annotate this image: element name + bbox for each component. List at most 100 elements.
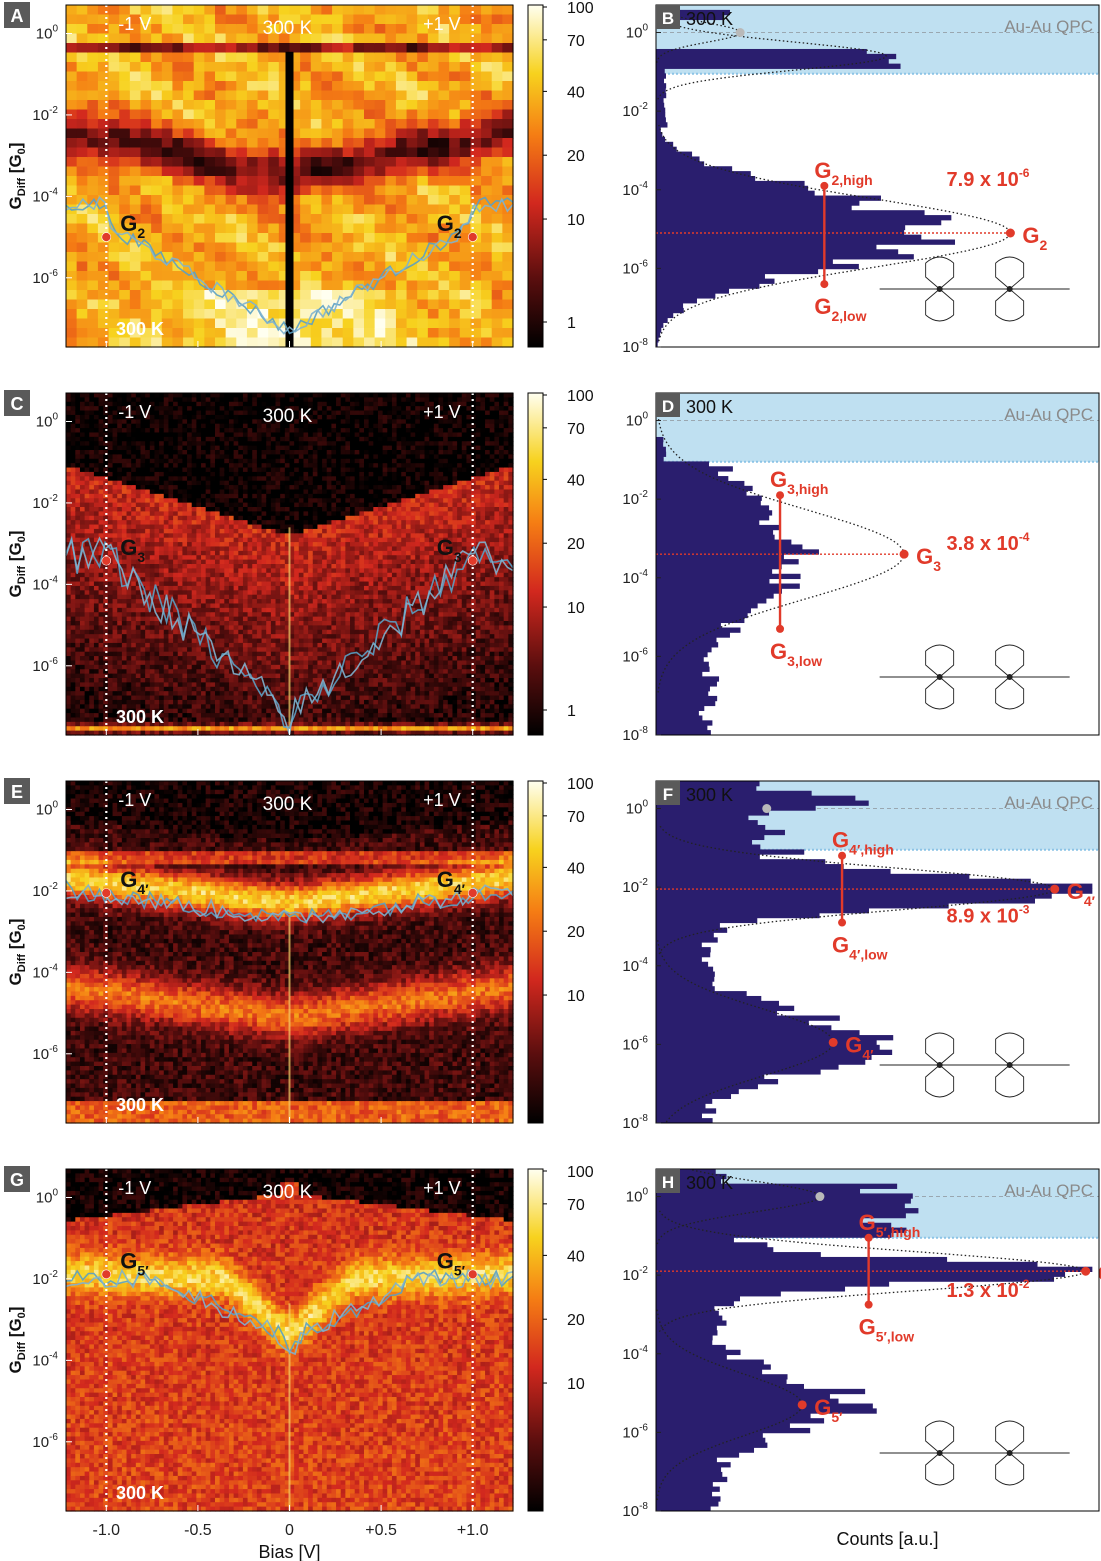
heatmap-cell	[98, 72, 109, 82]
heatmap-cell	[321, 43, 332, 53]
heatmap-cell	[247, 290, 258, 300]
heatmap-cell	[428, 319, 439, 329]
heatmap-cell	[300, 119, 311, 129]
heatmap-cell	[321, 290, 332, 300]
heatmap-cell	[183, 214, 194, 224]
heatmap-cell	[162, 34, 173, 44]
heatmap-cell	[385, 34, 396, 44]
heatmap-cell	[258, 328, 269, 338]
heatmap-cell	[343, 148, 354, 158]
heatmap-cell	[98, 62, 109, 72]
heatmap-cell	[407, 91, 418, 101]
heatmap-cell	[449, 252, 460, 262]
heatmap-cell	[396, 338, 407, 348]
heatmap-cell	[268, 300, 279, 310]
heatmap-cell	[77, 290, 88, 300]
heatmap-cell	[194, 100, 205, 110]
heatmap-cell	[236, 148, 247, 158]
heatmap-cell	[215, 224, 226, 234]
heatmap-cell	[492, 91, 503, 101]
heatmap-cell	[332, 233, 343, 243]
heatmap-cell	[162, 233, 173, 243]
heatmap-cell	[321, 195, 332, 205]
heatmap-cell	[77, 328, 88, 338]
heatmap-cell	[151, 186, 162, 196]
heatmap-cell	[119, 110, 130, 120]
heatmap-cell	[343, 72, 354, 82]
heatmap-cell	[130, 338, 141, 348]
heatmap-cell	[460, 157, 471, 167]
heatmap-cell	[204, 167, 215, 177]
heatmap-cell	[439, 43, 450, 53]
heatmap-cell	[119, 62, 130, 72]
heatmap-cell	[417, 262, 428, 272]
heatmap-cell	[258, 129, 269, 139]
heatmap-cell	[449, 81, 460, 91]
heatmap-cell	[194, 24, 205, 34]
heatmap-cell	[87, 176, 98, 186]
heatmap-cell	[460, 309, 471, 319]
heatmap-cell	[364, 119, 375, 129]
heatmap-cell	[321, 262, 332, 272]
heatmap-cell	[66, 243, 77, 253]
heatmap-cell	[428, 148, 439, 158]
heatmap-cell	[204, 319, 215, 329]
heatmap-cell	[77, 214, 88, 224]
heatmap-cell	[353, 243, 364, 253]
heatmap-cell	[375, 157, 386, 167]
heatmap-cell	[460, 148, 471, 158]
heatmap-cell	[119, 281, 130, 291]
heatmap-cell	[300, 5, 311, 15]
heatmap-cell	[151, 233, 162, 243]
heatmap-cell	[417, 91, 428, 101]
heatmap-cell	[300, 252, 311, 262]
heatmap-cell	[364, 110, 375, 120]
heatmap-cell	[109, 53, 120, 63]
heatmap-cell	[311, 338, 322, 348]
heatmap-cell	[87, 62, 98, 72]
heatmap-cell	[77, 53, 88, 63]
heatmap-cell	[300, 138, 311, 148]
heatmap-cell	[119, 148, 130, 158]
heatmap-cell	[300, 129, 311, 139]
heatmap-cell	[258, 176, 269, 186]
heatmap-cell	[385, 167, 396, 177]
heatmap-cell	[66, 281, 77, 291]
heatmap-cell	[162, 129, 173, 139]
heatmap-cell	[407, 309, 418, 319]
heatmap-cell	[98, 110, 109, 120]
heatmap-cell	[321, 338, 332, 348]
heatmap-cell	[332, 214, 343, 224]
heatmap-cell	[449, 319, 460, 329]
heatmap-cell	[151, 43, 162, 53]
heatmap-cell	[183, 129, 194, 139]
heatmap-cell	[66, 252, 77, 262]
heatmap-cell	[364, 72, 375, 82]
heatmap-cell	[226, 281, 237, 291]
heatmap-cell	[194, 5, 205, 15]
heatmap-cell	[332, 338, 343, 348]
heatmap-cell	[162, 24, 173, 34]
heatmap-cell	[417, 119, 428, 129]
heatmap-cell	[492, 290, 503, 300]
heatmap-cell	[385, 91, 396, 101]
heatmap-cell	[183, 157, 194, 167]
heatmap-cell	[481, 110, 492, 120]
heatmap-cell	[236, 205, 247, 215]
heatmap-cell	[204, 24, 215, 34]
heatmap-cell	[77, 167, 88, 177]
heatmap-cell	[141, 62, 152, 72]
heatmap-cell	[449, 338, 460, 348]
heatmap-cell	[151, 24, 162, 34]
heatmap-cell	[151, 119, 162, 129]
heatmap-cell	[407, 24, 418, 34]
heatmap-cell	[364, 62, 375, 72]
heatmap-cell	[396, 300, 407, 310]
heatmap-cell	[385, 24, 396, 34]
heatmap-cell	[226, 62, 237, 72]
heatmap-cell	[353, 271, 364, 281]
heatmap-cell	[204, 34, 215, 44]
heatmap-cell	[151, 338, 162, 348]
heatmap-cell	[439, 91, 450, 101]
heatmap-cell	[77, 5, 88, 15]
